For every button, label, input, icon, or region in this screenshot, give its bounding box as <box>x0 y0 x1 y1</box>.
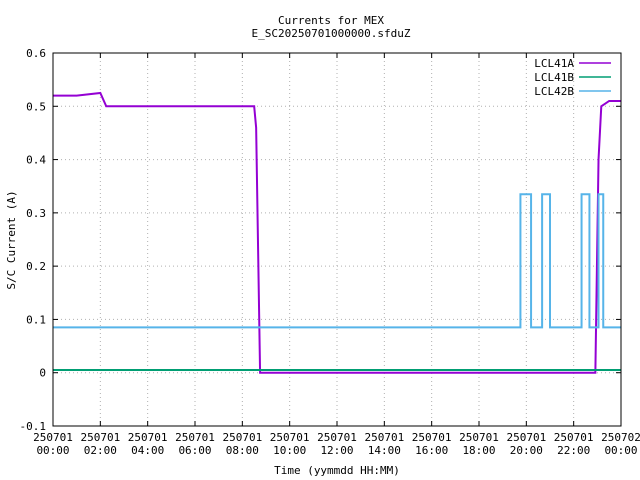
y-tick-label: 0 <box>39 367 46 380</box>
x-axis-label: Time (yymmdd HH:MM) <box>274 464 400 477</box>
x-tick-time-label: 10:00 <box>273 444 306 457</box>
x-tick-time-label: 22:00 <box>557 444 590 457</box>
series-line-lcl41a <box>53 91 621 374</box>
legend-label: LCL41B <box>534 71 574 84</box>
y-tick-label: 0.2 <box>26 260 46 273</box>
x-tick-date-label: 250701 <box>554 431 594 444</box>
x-tick-time-label: 16:00 <box>415 444 448 457</box>
chart-subtitle: E_SC20250701000000.sfduZ <box>252 27 411 40</box>
x-tick-time-label: 06:00 <box>178 444 211 457</box>
y-tick-label: 0.1 <box>26 313 46 326</box>
y-tick-label: 0.3 <box>26 207 46 220</box>
x-tick-date-label: 250701 <box>33 431 73 444</box>
x-tick-time-label: 02:00 <box>84 444 117 457</box>
y-tick-label: -0.1 <box>20 420 47 433</box>
x-tick-date-label: 250701 <box>412 431 452 444</box>
y-tick-label: 0.6 <box>26 47 46 60</box>
x-tick-time-label: 14:00 <box>368 444 401 457</box>
series-line-lcl42b <box>53 193 621 329</box>
series-lines <box>53 91 621 374</box>
x-tick-time-label: 08:00 <box>226 444 259 457</box>
x-tick-time-label: 04:00 <box>131 444 164 457</box>
y-tick-label: 0.4 <box>26 154 46 167</box>
x-tick-date-label: 250701 <box>175 431 215 444</box>
y-axis-label: S/C Current (A) <box>5 190 18 289</box>
x-tick-time-label: 00:00 <box>36 444 69 457</box>
x-tick-date-label: 250701 <box>80 431 120 444</box>
x-tick-date-label: 250701 <box>222 431 262 444</box>
x-tick-date-label: 250702 <box>601 431 640 444</box>
x-tick-date-label: 250701 <box>128 431 168 444</box>
x-tick-date-label: 250701 <box>364 431 404 444</box>
x-tick-date-label: 250701 <box>506 431 546 444</box>
x-tick-date-label: 250701 <box>459 431 499 444</box>
x-axis-ticks: 25070100:0025070102:0025070104:002507010… <box>33 53 640 457</box>
y-axis-ticks: -0.1 0 0.1 0.2 0.3 0.4 0.5 0.6 <box>20 47 621 433</box>
chart-title: Currents for MEX <box>278 14 384 27</box>
legend-label: LCL42B <box>534 85 574 98</box>
legend-label: LCL41A <box>534 57 574 70</box>
x-tick-time-label: 12:00 <box>320 444 353 457</box>
x-tick-time-label: 00:00 <box>604 444 637 457</box>
x-tick-date-label: 250701 <box>270 431 310 444</box>
y-tick-label: 0.5 <box>26 100 46 113</box>
x-tick-date-label: 250701 <box>317 431 357 444</box>
x-tick-time-label: 18:00 <box>462 444 495 457</box>
x-tick-time-label: 20:00 <box>510 444 543 457</box>
